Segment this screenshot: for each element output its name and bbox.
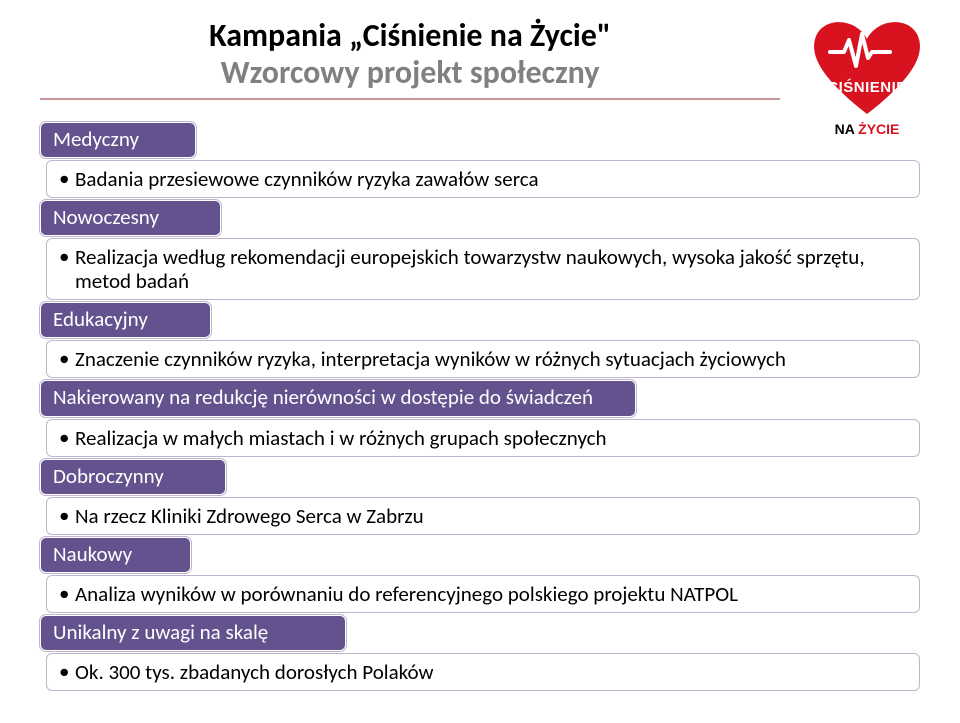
- section-sub: Analiza wyników w porównaniu do referenc…: [46, 575, 920, 613]
- title-line-1: Kampania „Ciśnienie na Życie": [80, 18, 740, 55]
- section-sub: Ok. 300 tys. zbadanych dorosłych Polaków: [46, 653, 920, 691]
- title-line-2: Wzorcowy projekt społeczny: [80, 55, 740, 92]
- logo-cisnienie-na-zycie: CIŚNIENIE NA ŻYCIE: [802, 14, 932, 124]
- section-header: Medyczny: [40, 122, 196, 158]
- sections-list: Medyczny Badania przesiewowe czynników r…: [40, 122, 920, 692]
- section-header: Nakierowany na redukcję nierówności w do…: [40, 380, 636, 416]
- logo-word-2: NA: [835, 121, 855, 137]
- logo-word-3: ŻYCIE: [858, 121, 899, 137]
- slide: CIŚNIENIE NA ŻYCIE Kampania „Ciśnienie n…: [0, 0, 960, 723]
- section-header: Nowoczesny: [40, 200, 221, 236]
- section-sub: Znaczenie czynników ryzyka, interpretacj…: [46, 340, 920, 378]
- title-underline: [40, 98, 780, 100]
- section-header: Naukowy: [40, 537, 191, 573]
- section-header: Edukacyjny: [40, 302, 211, 338]
- section-header: Dobroczynny: [40, 459, 226, 495]
- section-sub: Na rzecz Kliniki Zdrowego Serca w Zabrzu: [46, 497, 920, 535]
- section-sub: Realizacja w małych miastach i w różnych…: [46, 419, 920, 457]
- section-sub: Realizacja według rekomendacji europejsk…: [46, 238, 920, 300]
- section-header: Unikalny z uwagi na skalę: [40, 615, 346, 651]
- section-sub: Badania przesiewowe czynników ryzyka zaw…: [46, 160, 920, 198]
- slide-title: Kampania „Ciśnienie na Życie" Wzorcowy p…: [80, 18, 740, 92]
